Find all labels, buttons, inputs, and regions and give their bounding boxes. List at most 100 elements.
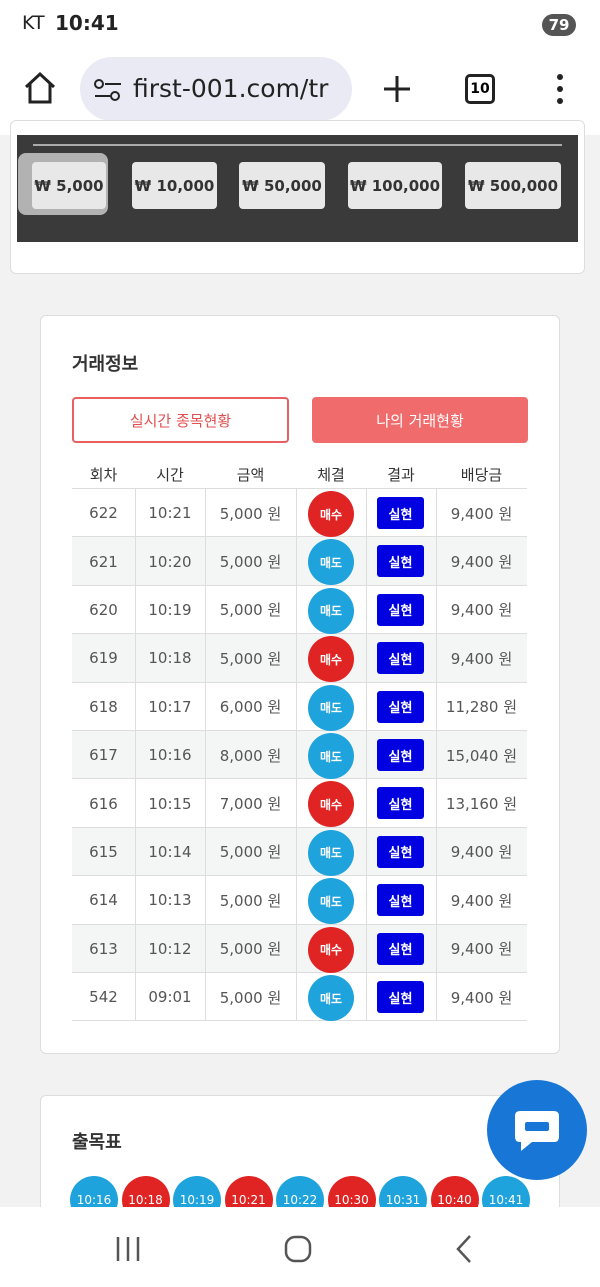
mine-tab[interactable]: 나의 거래현황 [312,397,528,443]
table-cell: 5,000 원 [219,940,282,959]
divider [33,144,562,146]
side-badge: 매수 [308,926,354,973]
table-cell: 10:20 [148,552,192,571]
table-cell: 10:21 [148,504,192,523]
table-cell: 5,000 원 [219,504,282,523]
result-badge[interactable]: 실현 [377,787,424,820]
amount-button[interactable]: ₩ 500,000 [465,162,561,209]
clock: 10:41 [55,11,119,35]
table-cell: 10:12 [148,939,192,958]
table-cell: 09:01 [148,988,192,1007]
cell-border [296,827,297,877]
cell-border [135,634,136,683]
cell-border [366,876,367,925]
table-body: 622 10:21 5,000 원 매수 실현 9,400 원 621 10:20 5,000 … [72,488,527,1021]
cell-border [205,731,206,780]
result-badge[interactable]: 실현 [377,593,424,626]
cell-border [366,779,367,828]
table-cell: 10:16 [148,746,192,765]
chat-button[interactable] [487,1080,587,1180]
cell-border [296,682,297,731]
table-cell: 9,400 원 [450,891,513,910]
table-cell: 620 [89,600,118,619]
cell-border [296,537,297,586]
result-badge[interactable]: 실현 [377,835,424,868]
table-cell: 5,000 원 [219,553,282,572]
table-cell: 9,400 원 [450,504,513,523]
table-cell: 10:18 [148,649,192,668]
result-badge[interactable]: 실현 [377,981,424,1013]
cell-border [436,779,437,828]
result-badge[interactable]: 실현 [377,642,424,675]
result-badge[interactable]: 실현 [377,739,424,771]
amount-button[interactable]: ₩ 100,000 [348,162,442,209]
cell-border [436,876,437,925]
result-badge[interactable]: 실현 [377,690,424,723]
table-cell: 9,400 원 [450,940,513,959]
side-badge: 매도 [308,684,354,731]
table-cell: 8,000 원 [219,746,282,765]
cell-border [296,489,297,538]
live-tab[interactable]: 실시간 종목현황 [72,397,289,443]
tab-count[interactable]: 10 [465,74,495,104]
column-header: 회차 [89,465,118,484]
cell-border [205,973,206,1021]
tab-label: 나의 거래현황 [376,411,464,430]
cell-border [205,537,206,586]
amount-button[interactable]: ₩ 50,000 [239,162,325,209]
cell-border [366,537,367,586]
table-cell: 15,040 원 [445,746,518,765]
result-chip: 10:22 [276,1176,324,1207]
cell-border [366,731,367,780]
result-badge[interactable]: 실현 [377,497,424,529]
battery: 79 [542,14,576,36]
cell-border [366,682,367,731]
result-badge[interactable]: 실현 [377,545,424,578]
cell-border [436,731,437,780]
cell-border [296,973,297,1021]
table-cell: 542 [89,988,118,1007]
table-cell: 621 [89,552,118,571]
table-cell: 10:19 [148,600,192,619]
cell-border [205,924,206,973]
url-bar[interactable] [80,57,352,121]
result-chip: 10:30 [327,1176,376,1207]
result-badge[interactable]: 실현 [377,932,424,965]
section-title: 출목표 [72,1132,122,1153]
cell-border [436,827,437,877]
chip-row: 10:16 10:18 10:19 10:21 10:22 10:30 10:31 10:40… [70,1170,540,1207]
cell-border [366,973,367,1021]
result-badge[interactable]: 실현 [377,884,424,917]
side-badge: 매수 [308,491,354,537]
nav-buttons[interactable] [110,1232,490,1266]
cell-border [436,973,437,1021]
table-row [72,779,527,828]
table-cell: 5,000 원 [219,891,282,910]
cell-border [296,779,297,828]
table-cell: 9,400 원 [450,988,513,1007]
table-row [72,731,527,780]
cell-border [296,731,297,780]
table-cell: 10:13 [148,891,192,910]
site-settings-icon[interactable] [93,78,123,102]
cell-border [135,585,136,635]
side-badge: 매도 [308,539,354,586]
home-button[interactable] [22,70,58,106]
side-badge: 매도 [308,829,354,876]
table-cell: 622 [89,504,118,523]
result-chip: 10:16 [70,1176,118,1207]
table-row [72,827,527,877]
new-tab-button[interactable] [382,74,412,104]
cell-border [135,827,136,877]
cell-border [436,537,437,586]
table-cell: 10:14 [148,842,192,861]
amount-button[interactable]: ₩ 10,000 [132,162,217,209]
menu-button[interactable] [550,72,570,106]
cell-border [205,779,206,828]
tab-label: 실시간 종목현황 [129,411,232,430]
cell-border [135,779,136,828]
amount-button[interactable]: ₩ 5,000 [32,162,106,209]
column-header: 금액 [236,465,265,484]
cell-border [205,585,206,635]
